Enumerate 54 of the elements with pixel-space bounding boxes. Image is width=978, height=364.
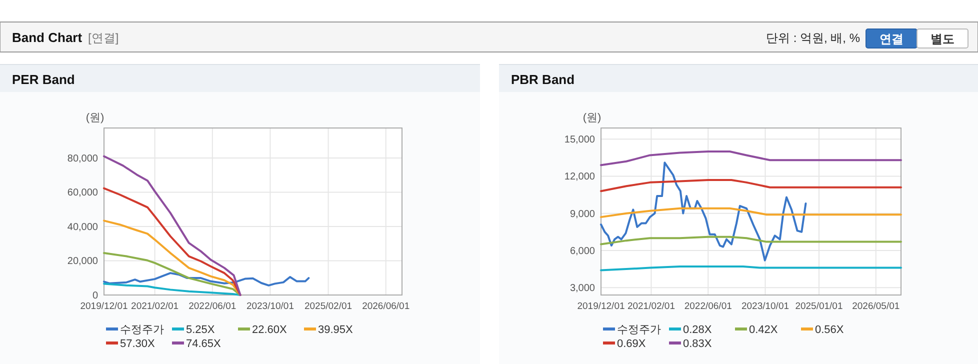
legend-label: 22.60X (252, 324, 288, 336)
legend-label: 0.56X (815, 324, 844, 336)
line-series (103, 252, 242, 296)
legend-label: 57.30X (120, 338, 156, 350)
x-tick-label: 2025/01/01 (795, 301, 843, 312)
text: 별도 (930, 32, 954, 46)
y-tick-label: 6,000 (570, 246, 596, 257)
line-series (103, 272, 310, 286)
x-tick-label: 2023/10/01 (246, 301, 294, 312)
x-tick-label: 2023/10/01 (741, 301, 790, 312)
x-tick-label: 2022/06/01 (188, 301, 236, 312)
chart-title: PER Band (12, 72, 75, 87)
x-tick-label: 2022/06/01 (684, 301, 732, 312)
x-tick-label: 2021/02/01 (627, 301, 675, 312)
line-series (600, 236, 902, 246)
legend-label: 74.65X (186, 338, 222, 350)
line-series (103, 187, 242, 296)
line-series (600, 178, 902, 192)
text: 단위 : 억원, 배, % (766, 31, 860, 45)
legend-label: 수정주가 (120, 324, 164, 336)
legend-label: 0.28X (683, 324, 712, 336)
x-tick-label: 2019/12/01 (80, 301, 128, 312)
text: Band Chart (12, 30, 83, 45)
y-tick-label: 60,000 (67, 188, 98, 199)
y-axis-title: (원) (582, 112, 602, 124)
text: 연결 (880, 32, 904, 46)
legend-label: 0.42X (749, 324, 778, 336)
legend-label: 수정주가 (617, 324, 661, 336)
line-series (103, 155, 242, 296)
line-series (600, 162, 807, 262)
legend-label: 0.69X (617, 338, 646, 350)
legend-label: 5.25X (186, 324, 216, 336)
y-tick-label: 9,000 (570, 208, 596, 220)
y-tick-label: 12,000 (564, 172, 596, 183)
y-tick-label: 40,000 (67, 222, 98, 233)
chart-title: PBR Band (511, 72, 575, 87)
text: [연결] (88, 31, 119, 45)
legend-label: 39.95X (318, 324, 354, 336)
x-tick-label: 2021/02/01 (131, 301, 179, 312)
y-tick-label: 15,000 (564, 134, 596, 146)
y-axis-title: (원) (86, 112, 104, 124)
x-tick-label: 2019/12/01 (577, 301, 625, 312)
y-tick-label: 3,000 (570, 283, 596, 294)
x-tick-label: 2026/05/01 (852, 301, 900, 312)
x-tick-label: 2025/02/01 (304, 301, 352, 312)
line-series (600, 150, 902, 166)
y-tick-label: 20,000 (67, 256, 98, 268)
line-series (600, 207, 902, 218)
y-tick-label: 0 (92, 290, 98, 302)
line-series (103, 220, 242, 296)
x-tick-label: 2026/06/01 (362, 301, 410, 312)
y-tick-label: 80,000 (67, 153, 98, 164)
legend-label: 0.83X (683, 338, 712, 350)
line-series (103, 282, 242, 296)
